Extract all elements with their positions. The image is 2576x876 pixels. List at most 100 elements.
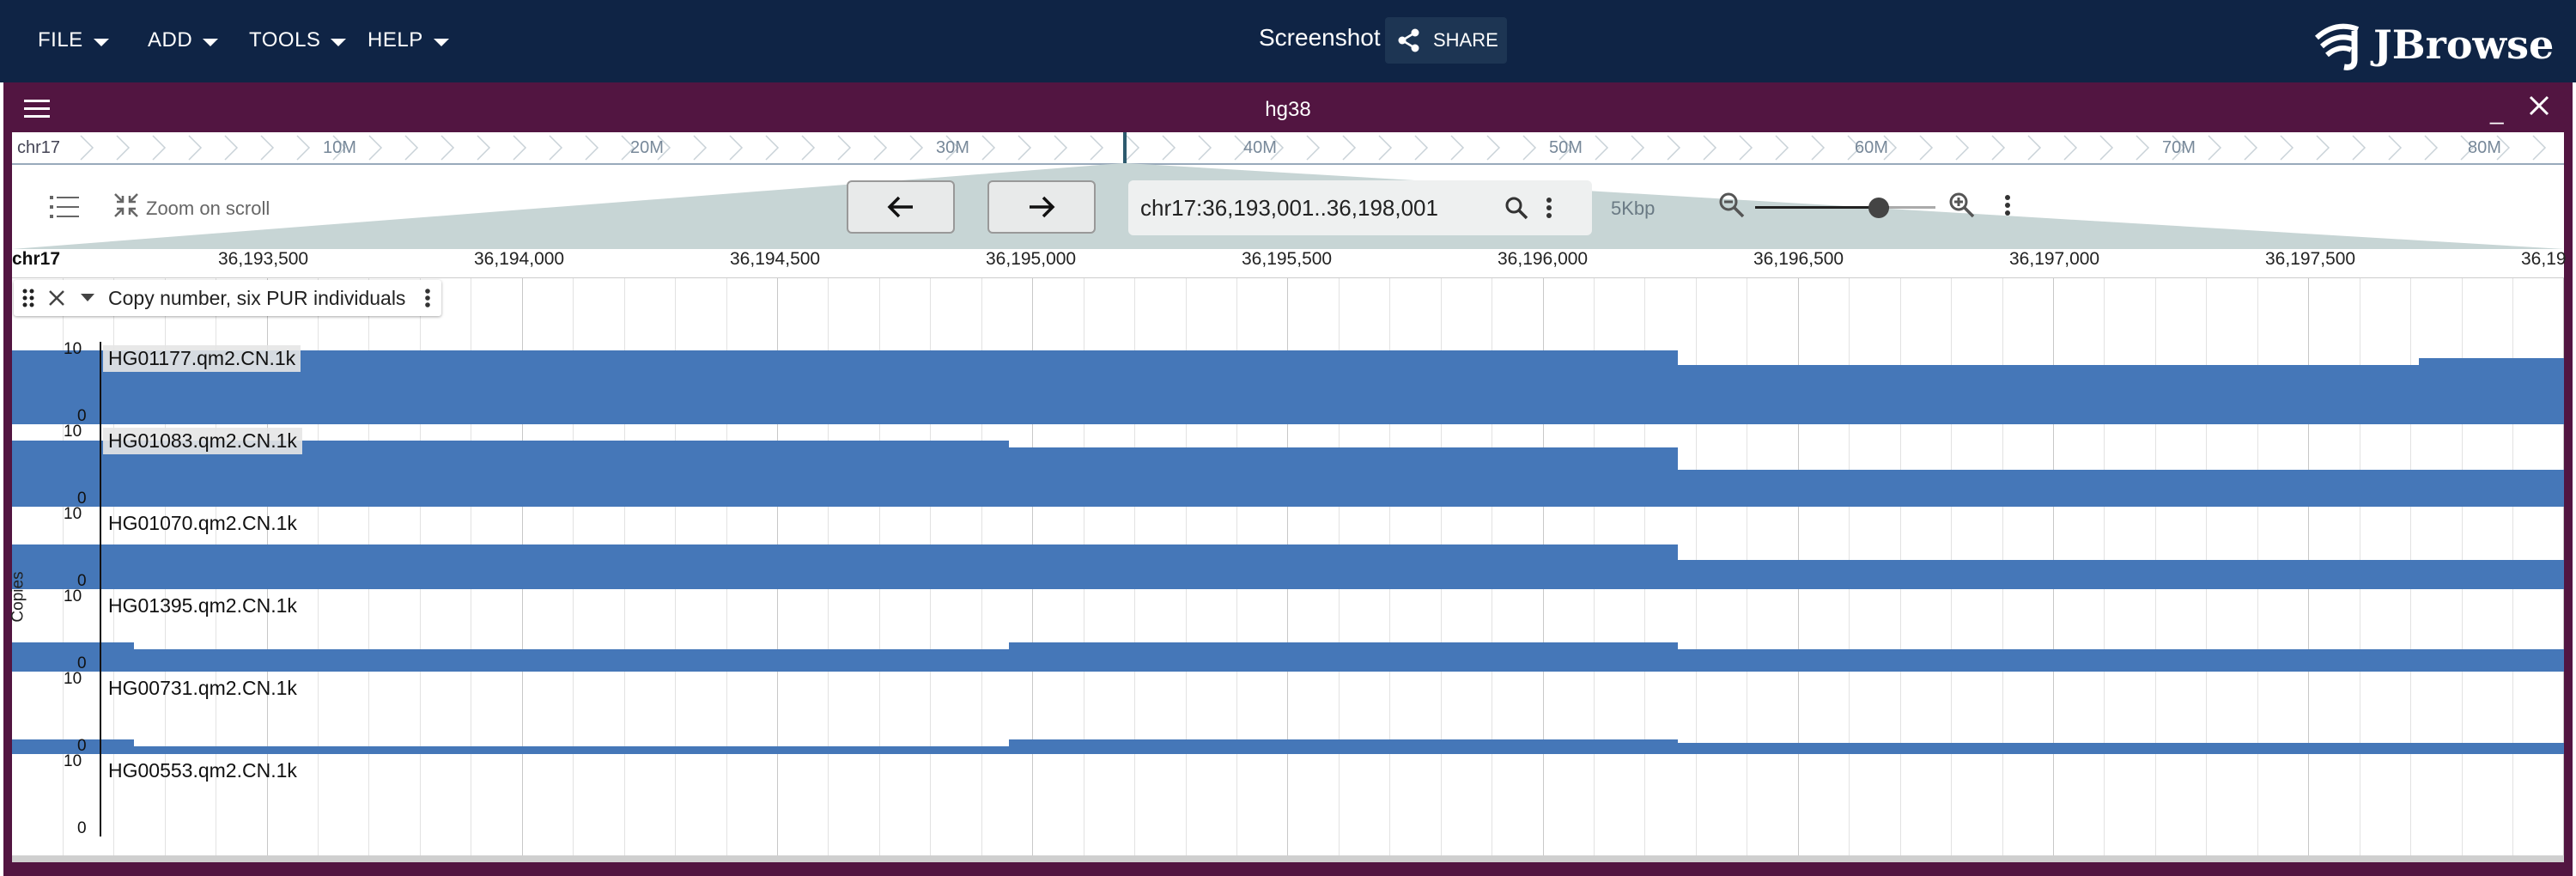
- help-menu[interactable]: HELP: [368, 21, 449, 60]
- ruler-tick: 36,194,500: [730, 249, 821, 269]
- copy-number-bar[interactable]: [134, 649, 1010, 672]
- copy-number-bar[interactable]: [12, 739, 135, 754]
- ruler-tick: 36,195,000: [986, 249, 1077, 269]
- row-label: HG01083.qm2.CN.1k: [103, 428, 302, 454]
- tools-menu[interactable]: TOOLS: [249, 21, 347, 60]
- y-axis-min: 0: [77, 819, 87, 837]
- tools-menu-label: TOOLS: [249, 28, 321, 52]
- ruler-tick: 36,196,000: [1498, 249, 1589, 269]
- chevron-down-icon[interactable]: [81, 294, 94, 302]
- y-axis: [100, 424, 101, 507]
- overview-tick: 10M: [323, 138, 356, 157]
- track-selector-icon[interactable]: [50, 194, 79, 220]
- overview-tick: 50M: [1549, 138, 1583, 157]
- minimize-button[interactable]: _: [2490, 98, 2504, 125]
- copy-number-bar[interactable]: [2419, 357, 2564, 424]
- copy-number-bar[interactable]: [1677, 365, 2420, 424]
- overview-tick: 70M: [2162, 138, 2196, 157]
- overview-highlight: [1123, 132, 1127, 170]
- chevron-down-icon: [433, 38, 449, 46]
- y-axis-max: 10: [64, 340, 82, 358]
- session-title[interactable]: Screenshot: [1259, 24, 1381, 51]
- share-label: SHARE: [1433, 29, 1498, 51]
- more-vert-icon[interactable]: [2004, 194, 2011, 216]
- row-label: HG01395.qm2.CN.1k: [108, 594, 297, 617]
- copy-number-bar[interactable]: [1677, 470, 2564, 507]
- axis-label: Copies: [9, 571, 27, 623]
- overview-tick: 30M: [936, 138, 969, 157]
- chevron-down-icon: [331, 38, 347, 46]
- y-axis: [100, 672, 101, 754]
- copy-number-track[interactable]: Copy number, six PUR individuals Copies …: [9, 278, 2565, 862]
- close-icon[interactable]: [2528, 94, 2550, 117]
- copy-number-bar[interactable]: [134, 746, 1010, 754]
- copy-number-bar[interactable]: [1009, 739, 1678, 754]
- track-resize-handle[interactable]: [12, 855, 2564, 862]
- y-axis-min: 0: [77, 407, 87, 425]
- app-bar: FILE ADD TOOLS HELP Screenshot SHARE JBr…: [0, 0, 2576, 82]
- overview-chr-label: chr17: [17, 138, 61, 157]
- ruler-chr-label: chr17: [12, 249, 61, 269]
- copy-number-bar[interactable]: [12, 544, 1678, 589]
- file-menu-label: FILE: [38, 28, 83, 52]
- zoom-on-scroll-label[interactable]: Zoom on scroll: [146, 198, 270, 219]
- copy-number-bar[interactable]: [1009, 447, 1678, 507]
- y-axis-min: 0: [77, 490, 87, 508]
- ruler-tick: 36,197,000: [2009, 249, 2100, 269]
- copy-number-bar[interactable]: [1677, 743, 2564, 754]
- row-label: HG01070.qm2.CN.1k: [108, 512, 297, 534]
- ruler-tick: 36,19: [2521, 249, 2567, 269]
- linear-genome-view: hg38 _ chr17 10M 20M 30M 40M 50M 60M 70M…: [3, 82, 2573, 876]
- y-axis: [100, 507, 101, 589]
- y-axis-min: 0: [77, 572, 87, 590]
- add-menu[interactable]: ADD: [148, 21, 219, 60]
- zoom-out-icon[interactable]: [1717, 191, 1747, 220]
- help-menu-label: HELP: [368, 28, 423, 52]
- share-button[interactable]: SHARE: [1385, 17, 1507, 64]
- file-menu[interactable]: FILE: [38, 21, 109, 60]
- more-vert-icon[interactable]: [1546, 197, 1552, 219]
- pan-left-button[interactable]: [847, 180, 955, 234]
- more-vert-icon[interactable]: [424, 288, 431, 308]
- ruler-tick: 36,194,000: [474, 249, 565, 269]
- chevron-down-icon: [203, 38, 219, 46]
- y-axis-min: 0: [77, 737, 87, 755]
- copy-number-bar[interactable]: [12, 642, 135, 672]
- search-icon[interactable]: [1504, 196, 1528, 220]
- overview-tick: 80M: [2468, 138, 2501, 157]
- copy-number-bar[interactable]: [1677, 649, 2564, 672]
- close-icon[interactable]: [48, 289, 65, 307]
- ruler-tick: 36,193,500: [218, 249, 309, 269]
- location-search[interactable]: [1128, 180, 1592, 235]
- location-input[interactable]: [1140, 194, 1501, 222]
- row-label: HG01177.qm2.CN.1k: [103, 345, 301, 372]
- ruler[interactable]: chr17 36,193,500 36,194,000 36,194,500 3…: [12, 249, 2567, 278]
- overview-scalebar[interactable]: chr17 10M 20M 30M 40M 50M 60M 70M 80M: [12, 132, 2564, 170]
- zoom-in-icon[interactable]: [1947, 191, 1977, 220]
- y-axis-max: 10: [64, 505, 82, 523]
- drag-handle-icon[interactable]: [22, 289, 34, 307]
- zoom-slider-track[interactable]: [1755, 206, 1935, 209]
- zoom-slider-rail: [1889, 206, 1935, 209]
- jbrowse-logo-icon: [2314, 23, 2360, 70]
- view-menu-icon[interactable]: [24, 100, 50, 119]
- zoom-on-scroll-icon[interactable]: [113, 192, 139, 218]
- chevron-down-icon: [93, 38, 109, 46]
- add-menu-label: ADD: [148, 28, 193, 52]
- pan-right-button[interactable]: [987, 180, 1096, 234]
- y-axis-max: 10: [64, 752, 82, 770]
- view-title: hg38: [1265, 98, 1311, 121]
- y-axis-max: 10: [64, 423, 82, 441]
- zoom-slider-thumb[interactable]: [1868, 198, 1889, 218]
- y-axis: [100, 754, 101, 836]
- overview-tick: 20M: [630, 138, 664, 157]
- overview-chevrons: [80, 135, 2547, 161]
- row-label: HG00731.qm2.CN.1k: [108, 677, 297, 699]
- copy-number-bar[interactable]: [1009, 642, 1678, 672]
- ruler-tick: 36,197,500: [2265, 249, 2356, 269]
- y-axis: [100, 589, 101, 672]
- overview-tick: 40M: [1243, 138, 1277, 157]
- row-label: HG00553.qm2.CN.1k: [108, 759, 297, 782]
- copy-number-bar[interactable]: [1677, 559, 2564, 589]
- track-label[interactable]: Copy number, six PUR individuals: [14, 280, 442, 316]
